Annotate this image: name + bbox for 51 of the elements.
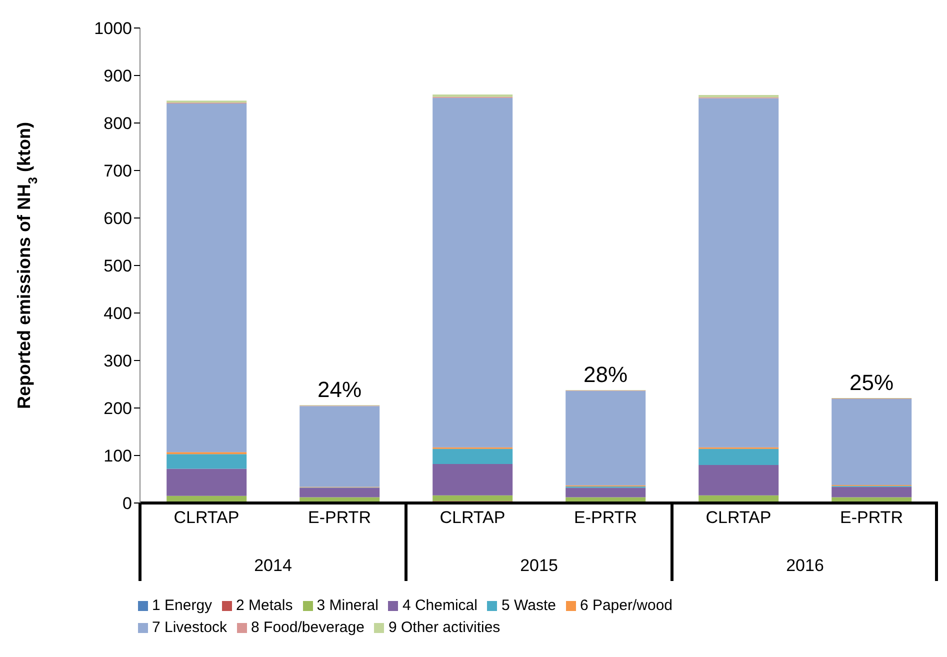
x-tick-label: CLRTAP bbox=[440, 508, 506, 528]
y-tick-label: 300 bbox=[104, 352, 132, 371]
bar bbox=[300, 488, 380, 498]
bar bbox=[698, 448, 779, 465]
x-tick-label: CLRTAP bbox=[174, 508, 240, 528]
annotation: 28% bbox=[583, 362, 628, 387]
annotation: 24% bbox=[317, 377, 362, 402]
legend-label: 6 Paper/wood bbox=[580, 597, 673, 614]
bar bbox=[166, 104, 247, 452]
text: 2014 bbox=[254, 556, 292, 575]
y-tick-label: 800 bbox=[104, 114, 132, 134]
legend-label: 9 Other activities bbox=[388, 619, 500, 636]
bar bbox=[432, 98, 513, 448]
bar bbox=[832, 398, 912, 485]
bar bbox=[166, 454, 247, 469]
x-tick-label: E-PRTR bbox=[308, 508, 371, 528]
text: 2016 bbox=[786, 556, 824, 575]
annotation: 25% bbox=[849, 370, 894, 396]
y-tick-label: 900 bbox=[104, 66, 132, 86]
bar bbox=[698, 495, 779, 502]
x-tick-label: E-PRTR bbox=[574, 508, 637, 528]
y-tick-label: 200 bbox=[104, 399, 132, 418]
y-tick-label: 100 bbox=[104, 446, 132, 466]
y-tick-label: 0 bbox=[122, 494, 132, 514]
y-tick-label: 400 bbox=[104, 304, 132, 324]
legend-label: 4 Chemical bbox=[402, 597, 478, 614]
x-tick-label: E-PRTR bbox=[840, 508, 903, 528]
bar bbox=[300, 406, 380, 487]
bar bbox=[432, 495, 513, 502]
bar bbox=[432, 464, 513, 496]
bar bbox=[566, 390, 646, 486]
bar bbox=[698, 98, 779, 448]
bar bbox=[698, 465, 779, 496]
bar bbox=[166, 496, 247, 502]
legend-label: 1 Energy bbox=[152, 597, 212, 614]
bar bbox=[698, 94, 779, 98]
bar bbox=[566, 488, 646, 498]
legend-label: 3 Mineral bbox=[316, 597, 378, 614]
bar bbox=[432, 448, 513, 464]
legend-label: 7 Livestock bbox=[152, 619, 228, 636]
bar bbox=[832, 486, 912, 498]
y-tick-label: 1000 bbox=[94, 19, 132, 38]
y-tick-label: 500 bbox=[104, 256, 132, 276]
y-tick-label: 600 bbox=[104, 209, 132, 228]
legend-label: 5 Waste bbox=[501, 597, 556, 614]
text: 2015 bbox=[520, 556, 558, 575]
bar bbox=[166, 468, 247, 496]
legend-label: 2 Metals bbox=[236, 597, 293, 614]
y-tick-label: 700 bbox=[104, 162, 132, 181]
x-tick-label: CLRTAP bbox=[706, 508, 772, 528]
legend-label: 8 Food/beverage bbox=[251, 619, 364, 636]
